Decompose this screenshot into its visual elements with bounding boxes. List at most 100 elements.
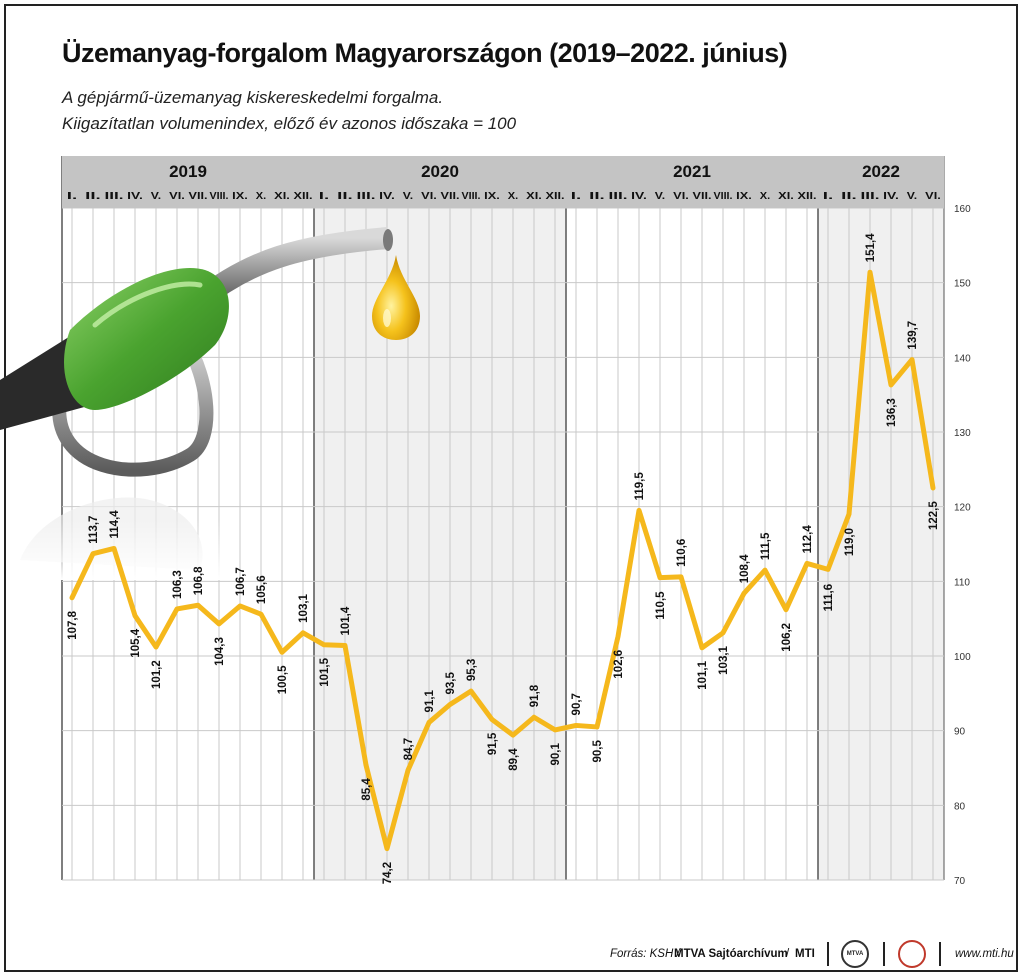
month-label: I. [319,190,330,202]
year-label-2021: 2021 [673,162,711,181]
data-label: 136,3 [886,398,898,427]
year-label-2019: 2019 [169,162,207,181]
data-label: 151,4 [865,233,877,262]
month-label: I. [823,190,834,202]
data-label: 105,6 [256,575,268,604]
nozzle-grip [64,268,229,410]
hose-tip [383,229,393,251]
plot-background [62,208,944,880]
month-label: VIII. [210,190,229,202]
month-label: IX. [736,190,752,202]
year-band-2020 [314,208,566,880]
month-label: IX. [232,190,248,202]
month-label: VII. [189,190,208,202]
data-line [69,269,936,852]
data-label: 108,4 [739,554,751,583]
y-axis-ticks: 70 80 90 100 110 120 130 140 150 160 [954,204,971,887]
footer-url: www.mti.hu [955,948,1014,960]
footer-archive: MTVA Sajtóarchívum [674,948,788,960]
data-label: 111,5 [760,532,772,560]
y-tick-label: 80 [954,801,966,812]
year-header-bg-2021 [566,156,818,208]
month-label: IV. [631,190,647,202]
month-label: VII. [441,190,460,202]
outer-frame [4,4,1018,972]
data-label: 91,1 [424,689,436,712]
data-label: 84,7 [403,738,415,760]
month-label: VI. [673,190,689,202]
data-label: 85,4 [361,778,373,801]
data-label: 89,4 [508,748,520,771]
data-label: 113,7 [88,516,100,544]
month-label: III. [609,190,628,202]
mtva-logo-text: MTVA [846,951,864,957]
month-label: IV. [883,190,899,202]
month-label: V. [151,190,161,202]
year-label-2020: 2020 [421,162,459,181]
footer-separator [883,942,885,966]
data-label: 119,5 [634,472,646,501]
month-label: XII. [294,190,313,202]
data-label: 106,7 [235,567,247,596]
month-label: VII. [693,190,712,202]
nozzle-trigger-guard [52,336,214,477]
footer-separator [827,942,829,966]
data-label: 119,0 [844,528,856,556]
chart-subtitle-line2: Kiigazítatlan volumenindex, előző év azo… [62,114,517,133]
data-label: 101,4 [340,606,352,635]
fuel-drop-highlight [383,309,391,327]
data-label: 91,8 [529,684,541,707]
month-label: V. [403,190,413,202]
chart-subtitle-line1: A gépjármű-üzemanyag kiskereskedelmi for… [62,88,444,107]
y-tick-label: 70 [954,876,966,887]
month-label: IX. [484,190,500,202]
month-label: VIII. [714,190,733,202]
month-label: VI. [421,190,437,202]
data-label: 101,2 [151,660,163,689]
month-label: II. [85,190,101,202]
y-tick-label: 110 [954,577,970,588]
month-label: II. [337,190,353,202]
year-header-bg-2019 [62,156,314,208]
y-tick-label: 160 [954,204,971,215]
month-label: V. [907,190,917,202]
data-label: 93,5 [445,672,457,695]
month-label: II. [841,190,857,202]
month-label: VI. [169,190,185,202]
data-label: 101,5 [319,657,331,686]
month-label: V. [655,190,665,202]
series-line [69,269,936,852]
data-label: 74,2 [382,862,394,884]
data-label: 110,6 [676,539,688,567]
month-label: X. [760,190,770,202]
month-label: XII. [546,190,565,202]
month-label: I. [571,190,582,202]
data-label: 106,2 [781,623,793,652]
data-label: 102,6 [613,650,625,679]
y-tick-label: 140 [954,353,971,364]
data-labels: 107,8 113,7 114,4 105,4 101,2 106,3 106,8 104,3… [67,233,940,884]
month-label: X. [256,190,266,202]
month-label: XI. [778,190,794,202]
footer-slash: / [786,948,790,960]
data-label: 106,3 [172,570,184,599]
data-label: 90,5 [592,740,604,763]
nozzle-grip-highlight [92,281,203,328]
month-label: III. [105,190,124,202]
data-label: 122,5 [928,501,940,530]
footer-mti: MTI [795,948,815,960]
data-label: 91,5 [487,732,499,755]
y-tick-label: 150 [954,279,971,290]
month-label: X. [508,190,518,202]
month-label: IV. [379,190,395,202]
data-label: 114,4 [109,510,121,539]
data-label: 95,3 [466,659,478,681]
chart-title: Üzemanyag-forgalom Magyarországon (2019–… [62,38,788,68]
year-band-2021 [566,208,818,880]
month-label: IV. [127,190,143,202]
data-label: 112,4 [802,525,814,554]
data-label: 100,5 [277,665,289,694]
data-label: 103,1 [298,593,310,622]
